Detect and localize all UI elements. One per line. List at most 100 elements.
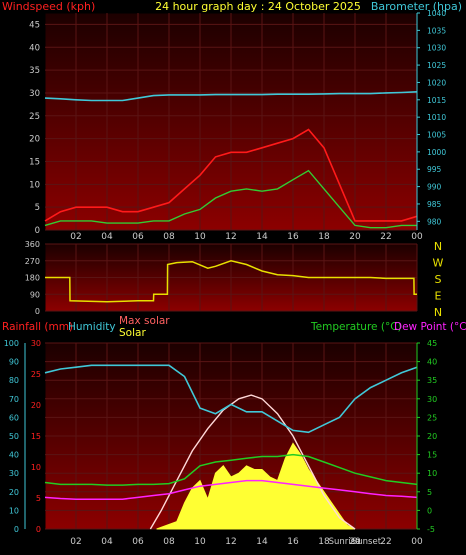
x-tick-label: 02 [70, 537, 81, 547]
max-solar-line [149, 394, 356, 530]
humidity-line [44, 364, 418, 434]
temperature-tick-label: 20 [427, 432, 437, 441]
barometer-line [44, 91, 418, 102]
humidity-tick-label: 80 [9, 376, 19, 385]
sunrise-annotation: Sunrise [329, 537, 361, 547]
windspeed-tick-label: 15 [29, 157, 40, 167]
compass-label: N [434, 240, 442, 253]
rainfall-tick-label: 0 [36, 525, 41, 534]
direction-axis: 360 270 180 90 0 [25, 240, 40, 316]
temperature-tick-label: 35 [427, 376, 437, 385]
direction-tick-label: 270 [25, 257, 40, 266]
x-tick-label: 12 [225, 232, 236, 242]
x-tick-label: 06 [132, 232, 144, 242]
compass-label: E [435, 290, 442, 303]
windspeed-tick-label: 5 [35, 203, 40, 213]
direction-tick-label: 360 [25, 240, 40, 249]
windspeed-tick-label: 45 [29, 20, 40, 30]
barometer-tick-label: 1030 [427, 44, 446, 53]
solar-legend: Solar [119, 327, 146, 339]
wind-time-axis: 02 04 06 08 10 12 14 16 18 20 22 00 [70, 232, 423, 242]
max-solar-legend: Max solar [119, 315, 170, 327]
humidity-tick-label: 50 [9, 432, 19, 441]
x-tick-label: 08 [163, 537, 175, 547]
windspeed-tick-label: 10 [29, 180, 40, 190]
barometer-tick-label: 1000 [427, 148, 446, 157]
barometer-axis-label: Barometer (hpa) [371, 0, 462, 13]
windspeed-tick-label: 25 [29, 112, 40, 122]
wind-average-line [44, 169, 417, 229]
x-tick-label: 00 [411, 232, 423, 242]
barometer-tick-label: 1010 [427, 113, 446, 122]
barometer-tick-label: 1020 [427, 78, 446, 87]
temperature-axis: 45 40 35 30 25 20 15 10 5 0 -5 [416, 339, 437, 534]
temperature-tick-label: 40 [427, 358, 437, 367]
compass-label: S [435, 273, 442, 286]
chart-title: 24 hour graph day : 24 October 2025 [155, 0, 361, 13]
humidity-tick-label: 0 [14, 525, 19, 534]
x-tick-label: 10 [194, 232, 206, 242]
x-tick-label: 02 [70, 232, 81, 242]
barometer-tick-label: 990 [427, 183, 442, 192]
barometer-tick-label: 1035 [427, 26, 446, 35]
rainfall-tick-label: 5 [36, 494, 41, 503]
temperature-tick-label: 25 [427, 413, 437, 422]
windspeed-tick-label: 20 [29, 135, 40, 145]
humidity-tick-label: 60 [9, 413, 19, 422]
temperature-tick-label: 10 [427, 469, 437, 478]
temperature-tick-label: 0 [427, 506, 432, 515]
x-tick-label: 18 [318, 537, 330, 547]
wind-gust-line [44, 128, 418, 222]
humidity-tick-label: 20 [9, 488, 19, 497]
x-tick-label: 14 [256, 232, 268, 242]
x-tick-label: 18 [318, 232, 330, 242]
temperature-tick-label: -5 [427, 525, 435, 534]
x-tick-label: 16 [287, 232, 299, 242]
sunset-annotation: Sunset [352, 537, 382, 547]
humidity-tick-label: 90 [9, 358, 19, 367]
dew-point-axis-label: Dew Point (°C) [394, 321, 466, 333]
x-tick-label: 04 [101, 232, 113, 242]
solar-area [156, 442, 356, 530]
x-tick-label: 12 [225, 537, 236, 547]
barometer-tick-label: 980 [427, 217, 442, 226]
x-tick-label: 04 [101, 537, 113, 547]
direction-tick-label: 0 [35, 307, 40, 316]
barometer-tick-label: 995 [427, 165, 442, 174]
rainfall-tick-label: 30 [31, 339, 41, 348]
x-tick-label: 20 [349, 232, 361, 242]
windspeed-tick-label: 40 [29, 43, 40, 53]
windspeed-tick-label: 30 [29, 89, 40, 99]
x-tick-label: 14 [256, 537, 268, 547]
temperature-tick-label: 15 [427, 451, 437, 460]
temperature-series [44, 364, 418, 530]
x-tick-label: 22 [380, 232, 391, 242]
humidity-tick-label: 10 [9, 506, 19, 515]
barometer-tick-label: 1040 [427, 9, 446, 18]
direction-tick-label: 180 [25, 274, 40, 283]
dew-point-line [44, 479, 418, 500]
rainfall-axis-label: Rainfall (mm) [2, 321, 73, 333]
x-tick-label: 10 [194, 537, 206, 547]
compass-label: W [433, 257, 444, 270]
rainfall-tick-label: 25 [31, 370, 41, 379]
rainfall-axis: 30 25 20 15 10 5 0 [31, 339, 41, 534]
barometer-axis: 1040 1035 1030 1025 1020 1015 1010 1005 1000 995 9… [416, 9, 446, 230]
x-tick-label: 16 [287, 537, 299, 547]
x-tick-label: 06 [132, 537, 144, 547]
barometer-tick-label: 985 [427, 200, 442, 209]
x-tick-label: 08 [163, 232, 175, 242]
humidity-tick-label: 40 [9, 451, 19, 460]
barometer-tick-label: 1005 [427, 131, 446, 140]
barometer-tick-label: 1015 [427, 96, 446, 105]
x-tick-label: 20 [349, 537, 361, 547]
windspeed-axis-label: Windspeed (kph) [2, 0, 95, 13]
x-tick-label: 00 [411, 537, 423, 547]
temperature-tick-label: 30 [427, 395, 437, 404]
wind-series [44, 91, 418, 229]
